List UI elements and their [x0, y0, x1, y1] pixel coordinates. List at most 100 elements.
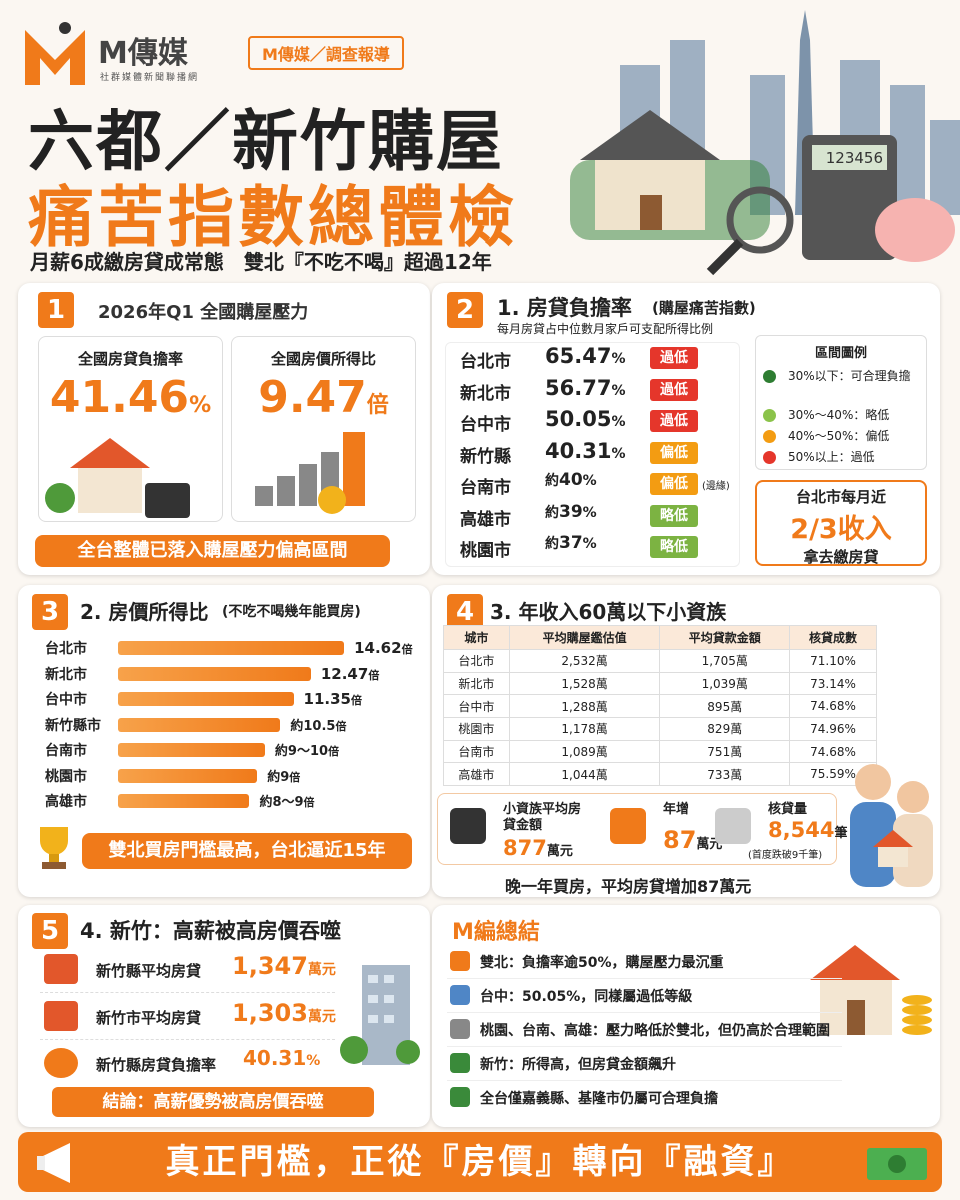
value: 約9	[267, 769, 290, 785]
legend-dot	[763, 430, 776, 443]
city: 高雄市	[45, 794, 87, 810]
summary-item: 全台僅嘉義縣、基隆市仍屬可合理負擔	[480, 1091, 718, 1107]
level-badge: 偏低	[650, 473, 698, 495]
section-number: 3	[32, 594, 68, 630]
stat-value: 877萬元	[503, 836, 573, 860]
bar	[118, 768, 258, 783]
cell: 829萬	[659, 717, 791, 741]
value: 9.47	[258, 372, 367, 423]
unit: 萬元	[307, 1009, 336, 1025]
rate: 50.05%	[545, 407, 625, 431]
cell: 75.59%	[789, 762, 877, 787]
table-row: 台中市 1,288萬 895萬 74.68%	[443, 694, 877, 719]
callout-line3: 拿去繳房貸	[803, 548, 879, 566]
unit: %	[189, 393, 212, 418]
trophy-icon	[40, 827, 68, 869]
cell: 台北市	[443, 649, 510, 673]
value: 約9～10	[274, 744, 329, 759]
cell: 1,044萬	[508, 762, 661, 787]
card-label: 全國房貸負擔率	[77, 350, 183, 368]
item-label: 新竹縣房貸負擔率	[96, 1056, 217, 1074]
card-value: 9.47倍	[231, 372, 416, 423]
legend-dot	[763, 451, 776, 464]
legend-title: 區間圖例	[814, 346, 867, 361]
stat-label: 核貸量	[768, 802, 808, 817]
cell: 1,528萬	[508, 671, 661, 696]
loan-table: 城市 平均購屋鑑估值 平均貸款金額 核貸成數 台北市 2,532萬 1,705萬 71.10%…	[443, 625, 877, 787]
value-label: 約9～10倍	[275, 740, 339, 759]
value-label: 約8～9倍	[259, 791, 314, 810]
cell: 733萬	[659, 762, 791, 787]
unit: 倍	[401, 643, 413, 656]
stat-icon	[610, 808, 646, 844]
summary-icon	[450, 1053, 470, 1073]
cell: 2,532萬	[508, 649, 661, 673]
rate-value: 37	[559, 533, 583, 553]
stat-icon	[450, 808, 486, 844]
megaphone-icon	[37, 1143, 70, 1183]
rate: 40.31%	[545, 439, 625, 463]
rate-unit: %	[582, 536, 597, 552]
column-header: 核貸成數	[789, 625, 877, 650]
city: 台北市	[45, 641, 87, 657]
cell: 71.10%	[789, 649, 877, 673]
section-title: 4. 新竹：高薪被高房價吞噬	[80, 919, 341, 943]
city: 桃園市	[460, 541, 511, 561]
stat-value: 8,544筆	[768, 818, 847, 842]
value: 8,544	[768, 818, 835, 842]
value: 41.46	[49, 372, 190, 423]
summary-item: 台中：50.05%，同樣屬過低等級	[480, 989, 693, 1005]
footer-banner: 真正門檻，正從『房價』轉向『融資』	[18, 1132, 942, 1192]
cell: 1,178萬	[508, 717, 661, 741]
prefix: 約	[545, 504, 559, 521]
cell: 桃園市	[443, 717, 510, 741]
cell: 895萬	[659, 694, 791, 719]
value: 約8～9	[259, 795, 304, 810]
description: 每月房貸占中位數月家戶可支配所得比例	[497, 322, 714, 336]
divider	[447, 1080, 842, 1081]
table-row: 桃園市 1,178萬 829萬 74.96%	[443, 717, 877, 741]
brand: M傳媒	[98, 36, 188, 71]
section-title-note: (購屋痛苦指數)	[652, 299, 756, 317]
value: 1,303	[232, 999, 308, 1027]
section-number: 5	[32, 913, 68, 949]
rate-value: 40	[559, 470, 583, 490]
city: 台南市	[45, 743, 87, 759]
item-icon	[44, 1001, 78, 1031]
bar	[118, 717, 281, 732]
legend-text: 30%～40%：略低	[788, 408, 890, 422]
unit: 倍	[335, 719, 347, 733]
legend-dot	[763, 370, 776, 383]
couple-illustration	[850, 764, 933, 887]
divider	[447, 1046, 842, 1047]
rate-box	[445, 342, 740, 567]
rate-value: 39	[559, 501, 583, 522]
value-label: 11.35倍	[304, 689, 362, 708]
divider	[40, 992, 335, 993]
rate-unit: %	[611, 382, 626, 399]
cell: 74.68%	[789, 739, 877, 764]
subtitle: 月薪6成繳房貸成常態 雙北『不吃不喝』超過12年	[30, 250, 492, 274]
legend-text: 50%以上：過低	[788, 450, 875, 464]
stat-label: 年增	[663, 802, 690, 817]
legend-text: 40%～50%：偏低	[788, 429, 890, 443]
card-value: 41.46%	[38, 372, 223, 423]
section-number: 4	[447, 594, 483, 630]
bar	[118, 692, 294, 706]
unit: 萬元	[546, 844, 573, 859]
city: 新北市	[460, 383, 511, 404]
cell: 1,288萬	[508, 694, 661, 719]
column-header: 平均貸款金額	[659, 625, 791, 650]
section-title: 3. 年收入60萬以下小資族	[490, 600, 727, 624]
house-coins	[810, 945, 932, 1035]
rate-unit: %	[611, 351, 626, 367]
rate: 約39%	[545, 502, 597, 522]
banner: 全台整體已落入購屋壓力偏高區間	[35, 535, 390, 567]
value: 11.35	[303, 690, 351, 708]
summary-icon	[450, 1087, 470, 1107]
cell: 73.14%	[789, 671, 877, 696]
bar	[118, 666, 311, 681]
rate-value: 40.31	[545, 438, 612, 463]
legend-text: 30%以下：可合理負擔	[788, 369, 911, 383]
